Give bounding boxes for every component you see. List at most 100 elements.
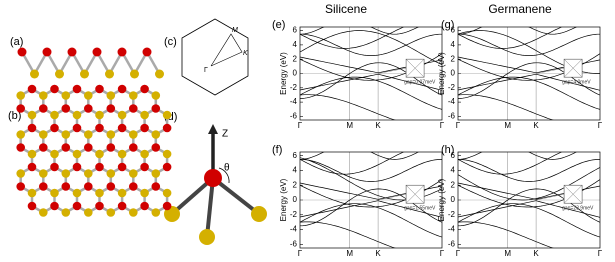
band [300,33,442,56]
y-tick-label: 6 [293,26,298,35]
gap-annotation: gap=23.9meV [562,206,594,212]
atom [72,162,82,172]
band [300,221,396,248]
atom [155,69,164,79]
atom [27,84,37,94]
atom [39,130,48,139]
atom [162,201,172,211]
bond [170,176,215,216]
y-tick-label: 0 [293,195,298,204]
atom [72,188,82,198]
atom [106,208,116,217]
atom [129,182,138,191]
band [300,200,442,218]
atom [117,123,127,133]
column-title: Silicene [325,2,367,16]
atom [140,84,149,94]
atom [50,201,59,211]
band [300,76,442,110]
panel-label: (b) [8,110,21,122]
atom [61,104,71,113]
band [300,94,396,120]
x-tick-label: K [533,121,539,130]
bands [458,152,600,248]
atom [140,162,149,172]
band [458,73,600,91]
atom [142,47,152,57]
gap-annotation: gap=4.0meV [562,80,591,86]
atom [84,104,93,113]
y-tick-label: 2 [293,54,298,63]
y-tick-label: -2 [448,210,456,219]
atom [61,182,71,191]
atom [199,229,215,245]
y-tick-label: 0 [451,195,456,204]
bond [211,176,261,216]
atom [72,201,82,211]
atom [72,149,82,159]
atom [105,69,114,79]
atom [27,123,37,133]
x-tick-label: K [533,249,539,258]
frame [457,151,601,249]
atom [39,182,48,191]
band [458,76,600,110]
atom [140,188,149,198]
atom [84,143,93,152]
y-tick-label: -4 [448,97,456,106]
atom [106,169,116,178]
panel-label: (e) [272,19,285,31]
atom [39,91,48,100]
atom [117,149,127,159]
band [458,203,600,238]
y-tick-label: -6 [448,112,456,121]
y-tick-label: -2 [290,83,298,92]
band [300,188,442,227]
panel-label: (f) [272,144,282,156]
atom [27,110,37,120]
atom [50,188,59,198]
atom [106,143,116,152]
atom [151,182,161,191]
y-tick-label: 2 [451,54,456,63]
arrow-head [208,124,218,134]
angle-label: θ [224,163,230,174]
y-axis-label: Energy (eV) [437,52,446,95]
x-tick-label: Γ [440,249,445,258]
atom [61,91,71,100]
band [458,33,600,56]
x-tick-label: K [375,249,381,258]
band [300,203,442,238]
atom [17,47,27,57]
atom [129,169,138,178]
atom [80,69,89,79]
atom [67,47,77,57]
atom [50,162,59,172]
x-tick-label: Γ [456,121,461,130]
band [458,152,563,175]
panel-label: (h) [441,144,454,156]
k-path [210,33,243,67]
band [458,159,600,182]
bz-label: Γ [204,67,208,74]
frame [299,26,443,121]
y-tick-label: -2 [290,210,298,219]
atom [95,84,104,94]
band [458,188,600,227]
atom [84,91,93,100]
atom [27,162,37,172]
column-title: Germanene [488,2,552,16]
atom [129,143,138,152]
axis-label: Z [222,129,228,140]
atom [130,69,139,79]
band [458,221,554,248]
atom [61,143,71,152]
atom [50,123,59,133]
bz-label: M [232,27,238,34]
atom [162,188,172,198]
atom [61,130,71,139]
band [300,27,405,49]
atom [151,169,161,178]
band [300,62,442,99]
